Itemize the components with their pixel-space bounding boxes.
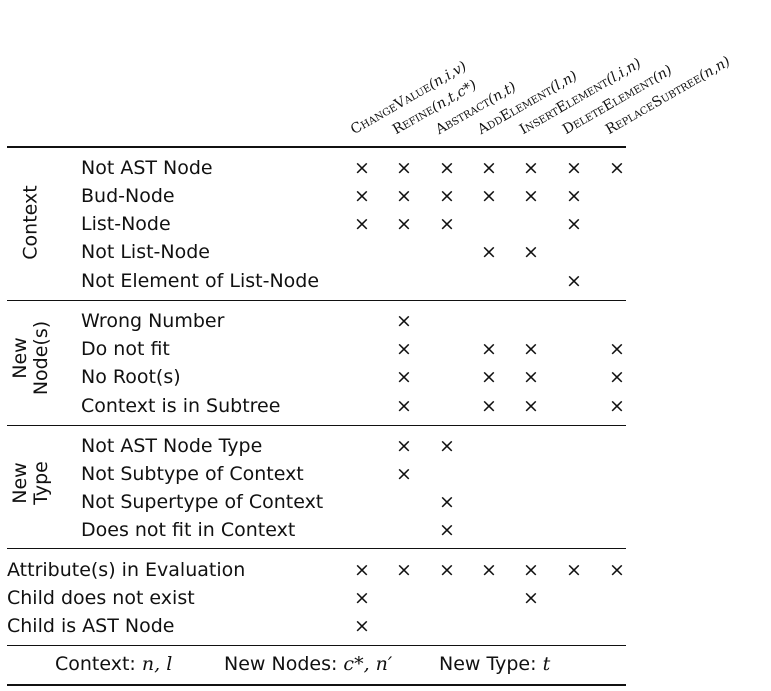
group-label: Context: [21, 185, 42, 259]
horizontal-rule: [7, 548, 626, 549]
cross-mark: ×: [351, 587, 373, 609]
row-label: Not List-Node: [81, 241, 210, 263]
cross-mark: ×: [436, 213, 458, 235]
cross-mark: ×: [478, 157, 500, 179]
cross-mark: ×: [393, 338, 415, 360]
cross-mark: ×: [606, 157, 628, 179]
cross-mark: ×: [436, 435, 458, 457]
cross-mark: ×: [478, 366, 500, 388]
row-label: Context is in Subtree: [81, 395, 280, 417]
cross-mark: ×: [606, 338, 628, 360]
cross-mark: ×: [563, 157, 585, 179]
row-label: Not AST Node Type: [81, 435, 262, 457]
row-label: Wrong Number: [81, 310, 224, 332]
group-label-line: New: [10, 321, 31, 395]
cross-mark: ×: [606, 395, 628, 417]
cross-mark: ×: [436, 519, 458, 541]
row-label: Not Subtype of Context: [81, 463, 304, 485]
cross-mark: ×: [563, 559, 585, 581]
cross-mark: ×: [520, 395, 542, 417]
footer-new-nodes-vars: c*, n′: [343, 653, 392, 675]
cross-mark: ×: [478, 338, 500, 360]
cross-mark: ×: [351, 157, 373, 179]
cross-mark: ×: [478, 559, 500, 581]
footer-new-type-label: New Type:: [439, 653, 537, 675]
cross-mark: ×: [520, 366, 542, 388]
cross-mark: ×: [478, 241, 500, 263]
footer-context-vars: n, l: [142, 653, 172, 675]
cross-mark: ×: [520, 559, 542, 581]
footer-new-type-vars: t: [543, 653, 551, 675]
horizontal-rule: [7, 300, 626, 301]
row-label: Not AST Node: [81, 157, 213, 179]
cross-mark: ×: [520, 157, 542, 179]
cross-mark: ×: [520, 338, 542, 360]
cross-mark: ×: [520, 185, 542, 207]
cross-mark: ×: [563, 185, 585, 207]
group-label-line: Type: [31, 461, 52, 505]
footer-new-type: New Type: t: [439, 652, 550, 676]
cross-mark: ×: [436, 491, 458, 513]
footer-context-label: Context:: [55, 653, 136, 675]
footer-context: Context: n, l: [55, 652, 172, 676]
cross-mark: ×: [351, 185, 373, 207]
group-label: New Type: [10, 461, 52, 505]
cross-mark: ×: [393, 395, 415, 417]
cross-mark: ×: [606, 366, 628, 388]
cross-mark: ×: [436, 185, 458, 207]
cross-mark: ×: [520, 587, 542, 609]
group-label: New Node(s): [10, 321, 52, 395]
row-label: Not Element of List-Node: [81, 270, 319, 292]
row-label: List-Node: [81, 213, 171, 235]
cross-mark: ×: [563, 270, 585, 292]
cross-mark: ×: [393, 310, 415, 332]
cross-mark: ×: [393, 435, 415, 457]
row-label: Not Supertype of Context: [81, 491, 323, 513]
row-label: Attribute(s) in Evaluation: [7, 559, 245, 581]
cross-mark: ×: [393, 213, 415, 235]
cross-mark: ×: [351, 213, 373, 235]
horizontal-rule: [7, 645, 626, 646]
row-label: No Root(s): [81, 366, 181, 388]
cross-mark: ×: [563, 213, 585, 235]
row-label: Child does not exist: [7, 587, 195, 609]
cross-mark: ×: [436, 559, 458, 581]
group-label-line: Node(s): [31, 321, 52, 395]
cross-mark: ×: [393, 185, 415, 207]
row-label: Do not fit: [81, 338, 170, 360]
row-label: Bud-Node: [81, 185, 175, 207]
cross-mark: ×: [520, 241, 542, 263]
footer-new-nodes-label: New Nodes:: [224, 653, 337, 675]
horizontal-rule: [7, 425, 626, 426]
cross-mark: ×: [606, 559, 628, 581]
group-label-line: New: [10, 461, 31, 505]
cross-mark: ×: [393, 559, 415, 581]
footer-new-nodes: New Nodes: c*, n′: [224, 652, 392, 676]
cross-mark: ×: [478, 185, 500, 207]
cross-mark: ×: [351, 559, 373, 581]
cross-mark: ×: [393, 157, 415, 179]
horizontal-rule: [7, 146, 626, 148]
cross-mark: ×: [393, 366, 415, 388]
horizontal-rule: [7, 684, 626, 686]
cross-mark: ×: [478, 395, 500, 417]
cross-mark: ×: [393, 463, 415, 485]
group-label-line: Context: [21, 185, 42, 259]
row-label: Does not fit in Context: [81, 519, 295, 541]
column-header-args: (n,n): [696, 54, 733, 85]
cross-mark: ×: [351, 615, 373, 637]
row-label: Child is AST Node: [7, 615, 174, 637]
cross-mark: ×: [436, 157, 458, 179]
